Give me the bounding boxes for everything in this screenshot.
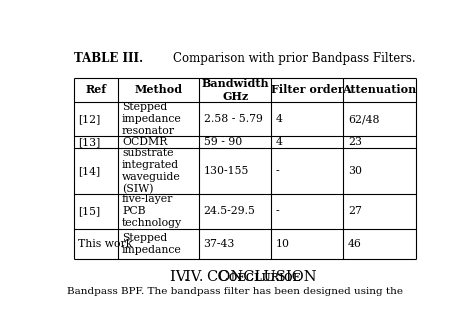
Text: 130-155: 130-155 <box>204 166 249 176</box>
Text: 37-43: 37-43 <box>204 239 235 249</box>
Text: Bandwidth
GHz: Bandwidth GHz <box>201 78 269 102</box>
Text: [14]: [14] <box>78 166 100 176</box>
Text: 23: 23 <box>348 137 362 148</box>
Text: 10: 10 <box>276 239 290 249</box>
Text: 2.58 - 5.79: 2.58 - 5.79 <box>204 114 263 124</box>
Text: TABLE III.: TABLE III. <box>74 52 143 65</box>
Text: OCDMR: OCDMR <box>122 137 167 148</box>
Text: [13]: [13] <box>78 137 100 148</box>
Text: 24.5-29.5: 24.5-29.5 <box>204 206 255 216</box>
Text: 30: 30 <box>348 166 362 176</box>
Text: Stepped
impedance: Stepped impedance <box>122 233 182 255</box>
Text: IV.   Cᴏᴇᴄʟᴜʀɪᴏᴇ: IV. Cᴏᴇᴄʟᴜʀɪᴏᴇ <box>185 270 301 284</box>
Text: This work: This work <box>78 239 133 249</box>
Text: Stepped
impedance
resonator: Stepped impedance resonator <box>122 102 182 136</box>
Text: Attenuation: Attenuation <box>342 84 417 95</box>
Text: 59 - 90: 59 - 90 <box>204 137 242 148</box>
Text: 4: 4 <box>276 114 283 124</box>
Text: Bandpass BPF. The bandpass filter has been designed using the: Bandpass BPF. The bandpass filter has be… <box>66 288 402 296</box>
Text: 46: 46 <box>348 239 362 249</box>
Text: [12]: [12] <box>78 114 100 124</box>
Text: five-layer
PCB
technology: five-layer PCB technology <box>122 194 182 228</box>
Text: IV.    CONCLUSION: IV. CONCLUSION <box>170 270 316 284</box>
Text: Method: Method <box>134 84 182 95</box>
Text: substrate
integrated
waveguide
(SIW): substrate integrated waveguide (SIW) <box>122 148 181 194</box>
Text: 4: 4 <box>276 137 283 148</box>
Text: 27: 27 <box>348 206 362 216</box>
Text: Filter order: Filter order <box>271 84 344 95</box>
Text: -: - <box>276 166 279 176</box>
Text: Ref: Ref <box>85 84 106 95</box>
Text: Comparison with prior Bandpass Filters.: Comparison with prior Bandpass Filters. <box>173 52 416 65</box>
Text: -: - <box>276 206 279 216</box>
Text: 62/48: 62/48 <box>348 114 379 124</box>
Text: [15]: [15] <box>78 206 100 216</box>
